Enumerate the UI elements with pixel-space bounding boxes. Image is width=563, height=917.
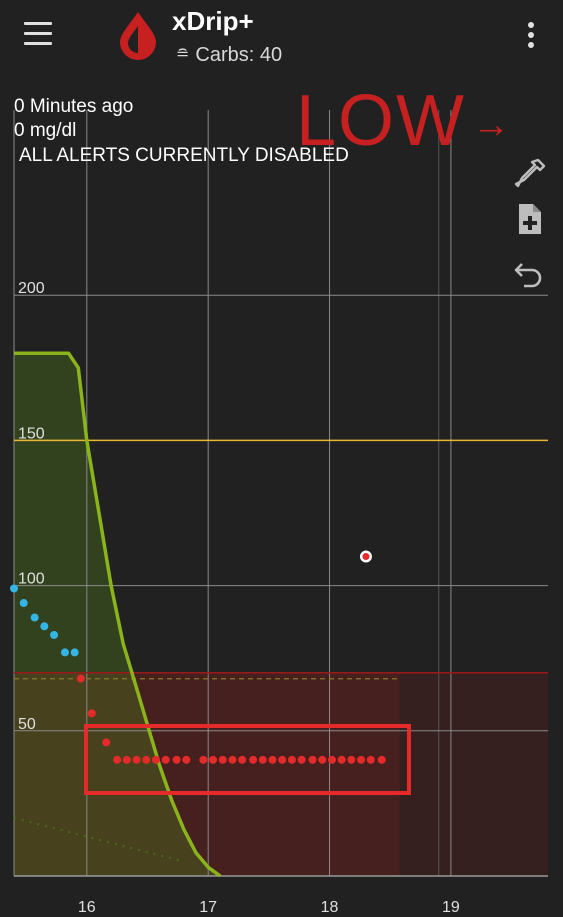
- carbs-text: Carbs: 40: [195, 44, 283, 66]
- reading-red-9: [172, 755, 181, 764]
- reading-red-17: [258, 755, 267, 764]
- time-ago: 0 Minutes ago: [14, 96, 134, 117]
- reading-red-15: [238, 755, 247, 764]
- trend-label: LOW: [296, 81, 467, 161]
- reading-red-23: [318, 755, 327, 764]
- low-zone-shade: [14, 672, 400, 876]
- reading-red-28: [366, 755, 375, 764]
- reading-red-4: [122, 755, 131, 764]
- reading-red-27: [357, 755, 366, 764]
- calibration-marker-0: [362, 553, 370, 561]
- y-tick-label-3: 200: [18, 280, 45, 297]
- highlight-box: [84, 724, 411, 795]
- reading-red-0: [76, 674, 85, 683]
- app-title: xDrip+: [172, 6, 254, 36]
- y-tick-label-0: 50: [18, 716, 36, 733]
- reading-red-3: [113, 755, 122, 764]
- reading-blue-1: [19, 599, 28, 608]
- reading-red-22: [308, 755, 317, 764]
- x-tick-label-2: 18: [321, 899, 339, 916]
- reading-blue-2: [30, 613, 39, 622]
- reading-red-11: [199, 755, 208, 764]
- prediction-area: [14, 353, 221, 876]
- hamburger-menu-icon[interactable]: [22, 20, 56, 48]
- note-add-icon[interactable]: [512, 202, 548, 236]
- reading-red-24: [327, 755, 336, 764]
- reading-red-12: [209, 755, 218, 764]
- trend-arrow-icon: →: [472, 104, 510, 146]
- x-tick-label-0: 16: [78, 899, 96, 916]
- y-tick-label-1: 100: [18, 571, 45, 588]
- x-tick-label-3: 19: [442, 899, 460, 916]
- reading-red-20: [287, 755, 296, 764]
- reading-red-8: [161, 755, 170, 764]
- reading-blue-6: [70, 648, 79, 657]
- reading-red-5: [132, 755, 141, 764]
- reading-red-10: [182, 755, 191, 764]
- prediction-curve: [14, 351, 222, 878]
- reading-blue-0: [10, 584, 18, 593]
- reading-blue-4: [50, 630, 59, 639]
- reading-red-13: [218, 755, 227, 764]
- x-tick-label-1: 17: [199, 899, 217, 916]
- blood-drop-logo-icon: [120, 12, 156, 60]
- app-bar: xDrip+ ≘ Carbs: 40: [0, 0, 563, 78]
- alerts-status: ALL ALERTS CURRENTLY DISABLED: [19, 145, 349, 166]
- carbs-subtitle: ≘ Carbs: 40: [176, 44, 282, 67]
- reading-blue-5: [60, 648, 69, 657]
- reading-red-18: [268, 755, 277, 764]
- reading-red-25: [337, 755, 346, 764]
- undo-icon[interactable]: [512, 254, 548, 288]
- reading-red-21: [297, 755, 306, 764]
- reading-red-2: [102, 738, 111, 747]
- reading-red-19: [278, 755, 287, 764]
- reading-red-14: [228, 755, 237, 764]
- reading-red-1: [87, 709, 96, 718]
- reading-red-16: [249, 755, 258, 764]
- glucose-reading: 0 mg/dl: [14, 120, 77, 141]
- y-tick-label-2: 150: [18, 425, 45, 442]
- reading-red-6: [142, 755, 151, 764]
- overflow-menu-icon[interactable]: [520, 20, 542, 50]
- reading-red-26: [347, 755, 356, 764]
- reading-blue-3: [40, 622, 49, 631]
- scale-icon: ≘: [176, 46, 190, 63]
- eyedropper-icon[interactable]: [512, 156, 548, 190]
- reading-red-7: [151, 755, 160, 764]
- low-zone-shade-future: [399, 672, 548, 876]
- reading-red-29: [377, 755, 386, 764]
